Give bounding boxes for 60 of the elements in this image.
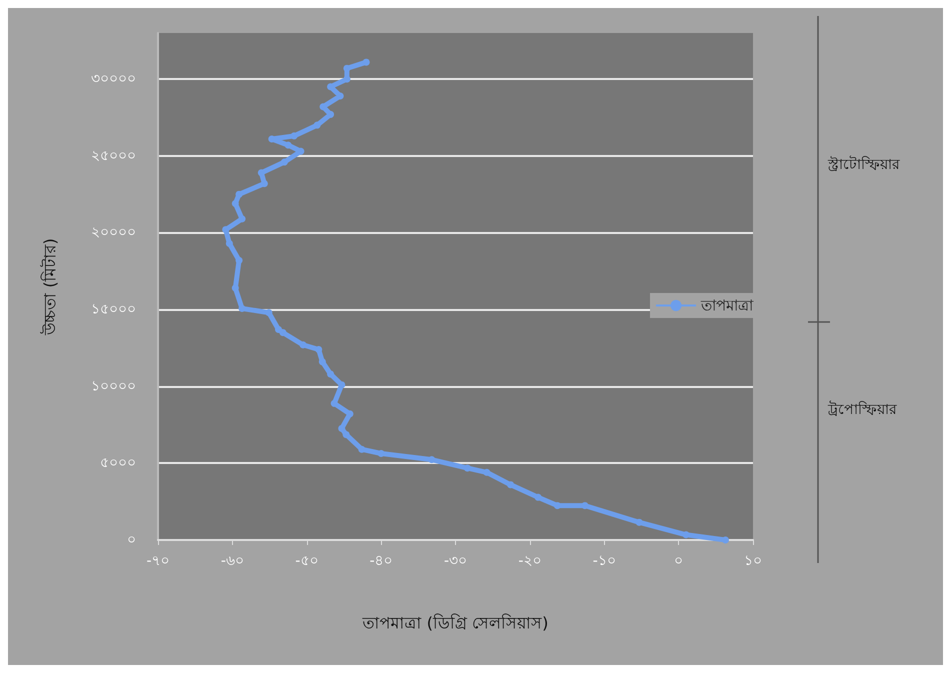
- point: [378, 450, 385, 457]
- point: [222, 226, 230, 234]
- point: [338, 381, 346, 388]
- point: [284, 142, 292, 149]
- point: [534, 494, 542, 501]
- point: [581, 502, 588, 510]
- x-tick-label: -২০: [518, 553, 542, 569]
- point: [238, 215, 246, 222]
- x-tick-label: -৭০: [146, 553, 170, 569]
- point: [722, 536, 729, 544]
- y-tick-label: ২৫০০০: [91, 148, 136, 164]
- y-tick-label: ০: [127, 532, 136, 548]
- x-tick-label: -৪০: [370, 553, 393, 569]
- text: ট্রপোস্ফিয়ার: [827, 401, 897, 418]
- point: [358, 446, 366, 453]
- x-tick-label: -৬০: [220, 553, 244, 569]
- x-tick-label: -৩০: [444, 553, 468, 569]
- point: [343, 76, 350, 83]
- point: [507, 481, 514, 488]
- point: [342, 431, 350, 438]
- point: [232, 200, 239, 208]
- point: [265, 309, 272, 316]
- point: [258, 169, 265, 176]
- point: [343, 64, 350, 72]
- text: স্ট্রাটোস্ফিয়ার: [827, 156, 900, 173]
- point: [318, 358, 326, 366]
- point: [428, 456, 436, 464]
- point: [338, 424, 346, 432]
- legend-label: তাপমাত্রা: [700, 296, 754, 314]
- x-tick-label: -১০: [592, 553, 616, 569]
- y-tick-label: ১০০০০: [91, 378, 136, 394]
- point: [464, 464, 471, 472]
- y-tick-label: ৩০০০০: [91, 71, 136, 88]
- point: [327, 370, 334, 378]
- point: [314, 122, 321, 129]
- point: [554, 502, 561, 510]
- x-tick-label: -৫০: [295, 553, 318, 569]
- point: [682, 531, 690, 538]
- y-tick-label: ২০০০০: [91, 224, 136, 241]
- point: [362, 58, 370, 66]
- point: [236, 190, 243, 198]
- y-tick-label: ৫০০০: [100, 455, 136, 472]
- point: [315, 346, 322, 353]
- point: [300, 341, 307, 348]
- x-tick-label: ০: [674, 553, 684, 569]
- point: [236, 256, 243, 264]
- point: [636, 518, 643, 526]
- point: [238, 304, 246, 312]
- point: [226, 240, 233, 247]
- point: [330, 400, 338, 407]
- y-tick-label: ১৫০০০: [91, 302, 136, 318]
- point: [232, 284, 239, 292]
- point: [280, 158, 288, 166]
- point: [260, 180, 268, 188]
- x-axis-title: তাপমাত্রা (ডিগ্রি সেলসিয়াস): [362, 614, 548, 632]
- y-axis-title: উচ্চতা (মিটার): [40, 238, 60, 336]
- point: [483, 468, 490, 476]
- point: [290, 132, 298, 140]
- x-tick-label: ১০: [744, 553, 762, 569]
- point: [274, 326, 282, 334]
